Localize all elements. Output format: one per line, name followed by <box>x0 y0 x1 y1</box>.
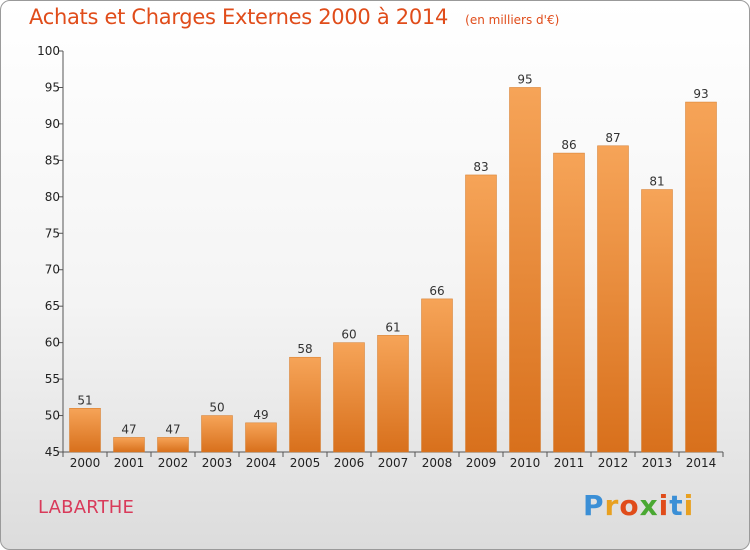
value-label-2011: 86 <box>561 138 576 152</box>
x-tick-label-2005: 2005 <box>290 456 321 470</box>
value-label-2000: 51 <box>77 393 92 407</box>
value-label-2013: 81 <box>649 175 664 189</box>
bar-2013 <box>641 189 673 453</box>
y-tick-label: 50 <box>45 409 60 423</box>
x-tick-label-2007: 2007 <box>378 456 409 470</box>
value-label-2001: 47 <box>121 422 136 436</box>
value-label-2006: 60 <box>341 328 356 342</box>
bar-2001 <box>113 437 145 453</box>
value-label-2002: 47 <box>165 422 180 436</box>
logo-letter: x <box>639 489 659 522</box>
proxiti-logo: Proxiti <box>583 489 694 522</box>
x-tick-label-2001: 2001 <box>114 456 145 470</box>
logo-letter: i <box>658 489 670 522</box>
bar-2011 <box>553 152 585 453</box>
x-tick-label-2002: 2002 <box>158 456 189 470</box>
x-tick-label-2009: 2009 <box>466 456 497 470</box>
bar-2010 <box>509 87 541 453</box>
y-tick-label: 45 <box>45 445 60 459</box>
logo-letter: P <box>583 489 605 522</box>
bar-2004 <box>245 422 277 453</box>
x-tick-label-2003: 2003 <box>202 456 233 470</box>
value-label-2012: 87 <box>605 131 620 145</box>
bar-2003 <box>201 415 233 453</box>
value-labels: 51 47 47 50 49 58 60 61 66 83 95 86 87 81 93 <box>77 72 708 436</box>
logo-letter: i <box>683 489 695 522</box>
x-tick-label-2013: 2013 <box>642 456 673 470</box>
y-tick-label: 95 <box>45 80 60 94</box>
value-label-2009: 83 <box>473 160 488 174</box>
value-label-2010: 95 <box>517 72 532 86</box>
value-label-2014: 93 <box>693 87 708 101</box>
bar-2006 <box>333 342 365 453</box>
x-tick-label-2004: 2004 <box>246 456 277 470</box>
title-row: Achats et Charges Externes 2000 à 2014 (… <box>29 5 559 29</box>
y-tick-label: 70 <box>45 263 60 277</box>
bar-2007 <box>377 335 409 453</box>
value-label-2008: 66 <box>429 284 444 298</box>
x-tick-label-2012: 2012 <box>598 456 629 470</box>
logo-letter: r <box>604 489 620 522</box>
x-tick-label-2014: 2014 <box>686 456 717 470</box>
bar-2005 <box>289 356 321 453</box>
chart-subtitle: (en milliers d'€) <box>465 13 560 27</box>
logo-letter: t <box>669 489 684 522</box>
value-label-2004: 49 <box>253 408 268 422</box>
x-tick-label-2008: 2008 <box>422 456 453 470</box>
value-label-2007: 61 <box>385 320 400 334</box>
x-tick-label-2011: 2011 <box>554 456 585 470</box>
y-tick-label: 85 <box>45 153 60 167</box>
y-tick-label: 100 <box>37 44 60 58</box>
bars <box>69 87 717 453</box>
bar-2009 <box>465 174 497 453</box>
value-label-2005: 58 <box>297 342 312 356</box>
x-tick-label-2000: 2000 <box>70 456 101 470</box>
y-tick-label: 75 <box>45 226 60 240</box>
x-tick-label-2006: 2006 <box>334 456 365 470</box>
y-tick-label: 65 <box>45 299 60 313</box>
location-label: LABARTHE <box>38 497 135 518</box>
bar-2014 <box>685 101 717 453</box>
bar-2002 <box>157 437 189 453</box>
chart-title: Achats et Charges Externes 2000 à 2014 <box>29 5 449 29</box>
y-tick-label: 80 <box>45 190 60 204</box>
value-label-2003: 50 <box>209 401 224 415</box>
y-axis: 45 50 55 60 65 70 75 80 85 90 95 100 <box>37 44 64 459</box>
bar-2000 <box>69 408 101 453</box>
x-tick-label-2010: 2010 <box>510 456 541 470</box>
logo-letter: o <box>619 489 640 522</box>
y-tick-label: 55 <box>45 372 60 386</box>
y-tick-label: 90 <box>45 117 60 131</box>
x-axis: 2000 2001 2002 2003 2004 2005 2006 2007 2008 2009… <box>62 451 724 470</box>
bar-2012 <box>597 145 629 453</box>
bar-2008 <box>421 298 453 453</box>
y-tick-label: 60 <box>45 336 60 350</box>
